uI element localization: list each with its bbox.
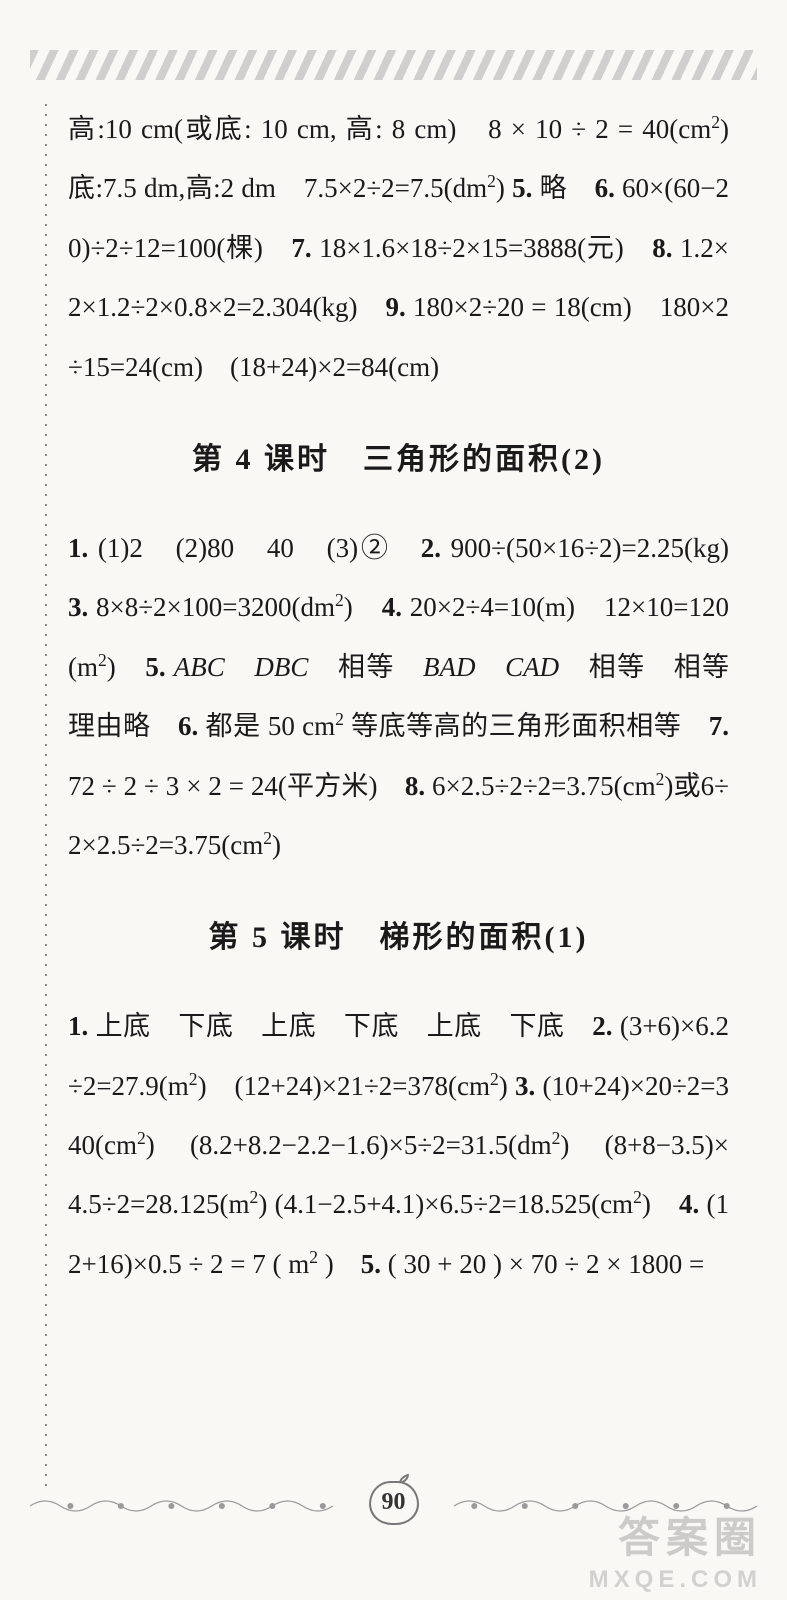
page-number: 90 bbox=[368, 1489, 420, 1516]
watermark-url: MXQE.COM bbox=[589, 1566, 762, 1594]
apple-icon: 90 bbox=[368, 1473, 420, 1525]
section-heading: 第 5 课时 梯形的面积(1) bbox=[68, 905, 729, 971]
section-heading: 第 4 课时 三角形的面积(2) bbox=[68, 427, 729, 493]
answer-paragraph: 1. 上底 下底 上底 下底 上底 下底 2. (3+6)×6.2÷2=27.9… bbox=[68, 997, 729, 1294]
left-dotted-rule bbox=[45, 100, 47, 1490]
answer-paragraph: 1. (1)2 (2)80 40 (3)② 2. 900÷(50×16÷2)=2… bbox=[68, 519, 729, 875]
watermark-brand: 答案圈 bbox=[618, 1504, 762, 1565]
answer-paragraph: 高:10 cm(或底: 10 cm, 高: 8 cm) 8 × 10 ÷ 2 =… bbox=[68, 100, 729, 397]
top-hash-border bbox=[30, 50, 757, 80]
page-number-wrap: 90 bbox=[368, 1473, 420, 1525]
answer-content: 高:10 cm(或底: 10 cm, 高: 8 cm) 8 × 10 ÷ 2 =… bbox=[60, 100, 737, 1294]
page-root: 高:10 cm(或底: 10 cm, 高: 8 cm) 8 × 10 ÷ 2 =… bbox=[0, 0, 787, 1600]
